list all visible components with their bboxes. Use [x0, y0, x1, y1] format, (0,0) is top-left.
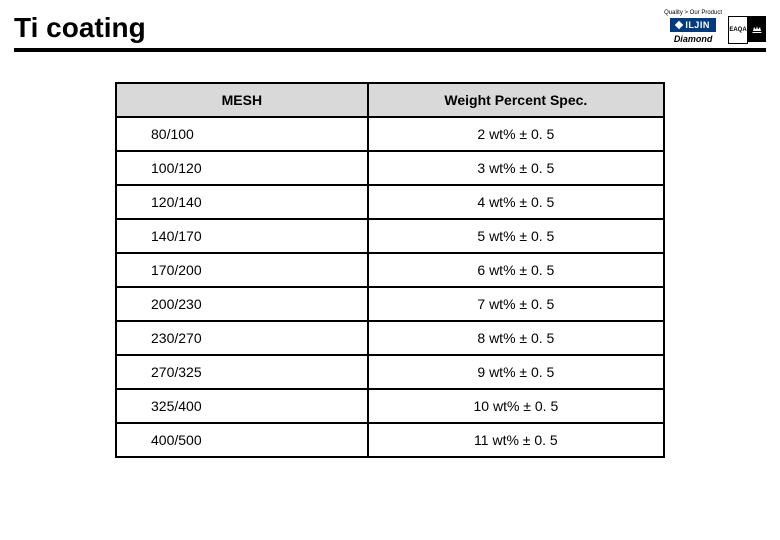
- cell-spec: 8 wt% ± 0. 5: [368, 321, 664, 355]
- spec-table: MESH Weight Percent Spec. 80/100 2 wt% ±…: [115, 82, 665, 458]
- cell-mesh: 230/270: [116, 321, 368, 355]
- cell-spec: 9 wt% ± 0. 5: [368, 355, 664, 389]
- cell-spec: 11 wt% ± 0. 5: [368, 423, 664, 457]
- diamond-icon: [675, 21, 683, 29]
- iljin-tagline: Quality > Our Product: [664, 10, 722, 16]
- cell-mesh: 325/400: [116, 389, 368, 423]
- table-row: 325/400 10 wt% ± 0. 5: [116, 389, 664, 423]
- cell-mesh: 80/100: [116, 117, 368, 151]
- iljin-logo: Quality > Our Product ILJIN Diamond: [664, 10, 722, 44]
- logos: Quality > Our Product ILJIN Diamond EAQA: [664, 10, 766, 44]
- cell-mesh: 170/200: [116, 253, 368, 287]
- cell-mesh: 120/140: [116, 185, 368, 219]
- cell-spec: 2 wt% ± 0. 5: [368, 117, 664, 151]
- table-row: 230/270 8 wt% ± 0. 5: [116, 321, 664, 355]
- cell-spec: 4 wt% ± 0. 5: [368, 185, 664, 219]
- table-row: 170/200 6 wt% ± 0. 5: [116, 253, 664, 287]
- cell-mesh: 200/230: [116, 287, 368, 321]
- table-row: 80/100 2 wt% ± 0. 5: [116, 117, 664, 151]
- cert-logo: EAQA: [728, 16, 766, 44]
- cell-mesh: 140/170: [116, 219, 368, 253]
- table-row: 120/140 4 wt% ± 0. 5: [116, 185, 664, 219]
- cell-mesh: 400/500: [116, 423, 368, 457]
- table-row: 140/170 5 wt% ± 0. 5: [116, 219, 664, 253]
- cell-spec: 6 wt% ± 0. 5: [368, 253, 664, 287]
- table-row: 270/325 9 wt% ± 0. 5: [116, 355, 664, 389]
- cell-spec: 5 wt% ± 0. 5: [368, 219, 664, 253]
- cell-spec: 10 wt% ± 0. 5: [368, 389, 664, 423]
- iljin-badge: ILJIN: [670, 18, 716, 32]
- cell-mesh: 100/120: [116, 151, 368, 185]
- table-header-row: MESH Weight Percent Spec.: [116, 83, 664, 117]
- iljin-subtext: Diamond: [674, 34, 713, 44]
- table-row: 100/120 3 wt% ± 0. 5: [116, 151, 664, 185]
- table-row: 400/500 11 wt% ± 0. 5: [116, 423, 664, 457]
- iljin-badge-text: ILJIN: [685, 20, 710, 30]
- cert-text: EAQA: [728, 16, 748, 44]
- table-container: MESH Weight Percent Spec. 80/100 2 wt% ±…: [0, 52, 780, 458]
- col-mesh: MESH: [116, 83, 368, 117]
- page: Ti coating Quality > Our Product ILJIN D…: [0, 0, 780, 540]
- header: Ti coating Quality > Our Product ILJIN D…: [0, 0, 780, 48]
- table-body: 80/100 2 wt% ± 0. 5 100/120 3 wt% ± 0. 5…: [116, 117, 664, 457]
- cert-crown-icon: [748, 16, 766, 42]
- cell-mesh: 270/325: [116, 355, 368, 389]
- cell-spec: 7 wt% ± 0. 5: [368, 287, 664, 321]
- cell-spec: 3 wt% ± 0. 5: [368, 151, 664, 185]
- table-row: 200/230 7 wt% ± 0. 5: [116, 287, 664, 321]
- table-head: MESH Weight Percent Spec.: [116, 83, 664, 117]
- page-title: Ti coating: [14, 12, 146, 44]
- col-spec: Weight Percent Spec.: [368, 83, 664, 117]
